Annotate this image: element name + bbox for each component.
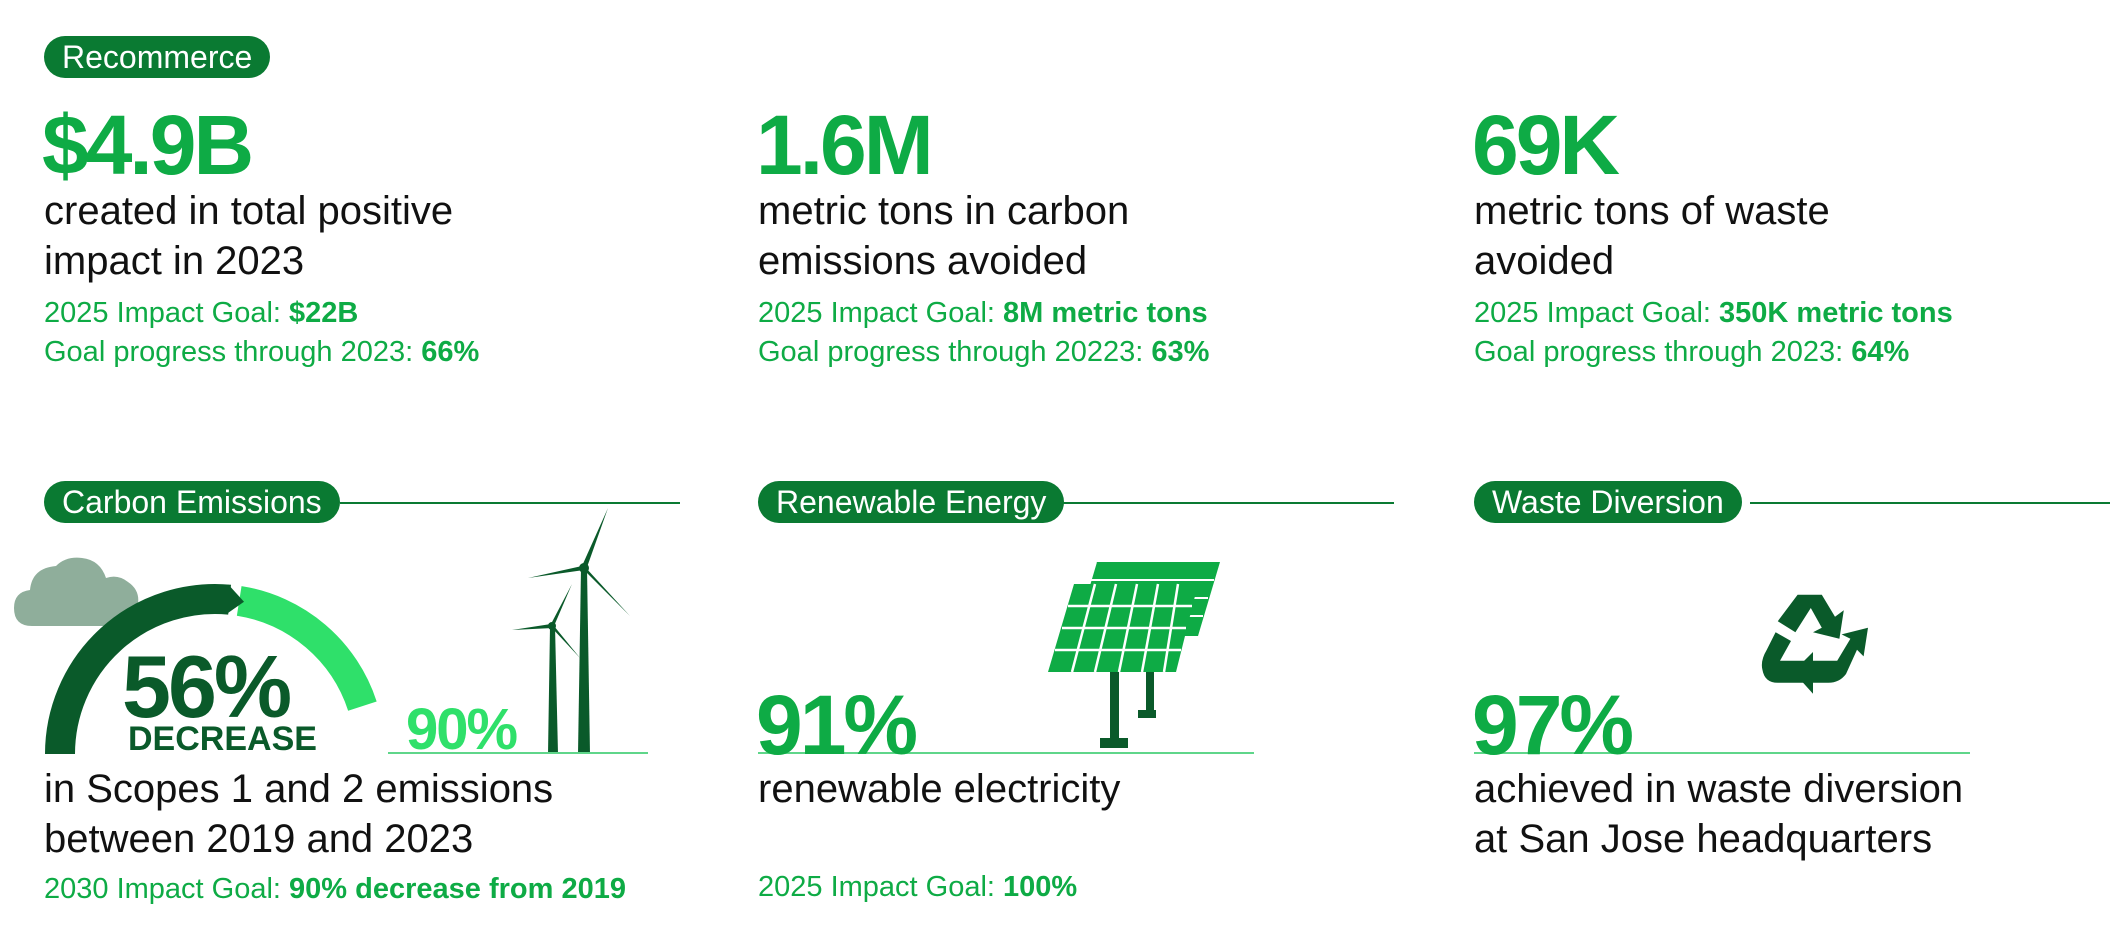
stat-value: 1.6M <box>756 98 934 192</box>
recommerce-pill: Recommerce <box>44 36 271 78</box>
waste-baseline <box>1474 752 1970 754</box>
goal-label: 2025 Impact Goal: <box>44 297 290 329</box>
renewable-goal: 2025 Impact Goal: 100% <box>758 868 1077 907</box>
gauge-value: 56% <box>122 637 292 736</box>
progress-label: Goal progress through 20223: <box>758 336 1152 368</box>
waste-desc-line2: at San Jose headquarters <box>1474 817 1933 861</box>
section-rule <box>1750 502 2110 504</box>
goal-value: 8M metric tons <box>1003 297 1208 329</box>
stat-progress: Goal progress through 20223: 63% <box>758 333 1209 372</box>
goal-value: 90% decrease from 2019 <box>289 873 626 905</box>
stat-progress: Goal progress through 2023: 66% <box>44 333 479 372</box>
goal-label: 2030 Impact Goal: <box>44 873 290 905</box>
gauge-current-tip <box>226 584 244 615</box>
gauge-target-arc <box>236 586 377 712</box>
target-value: 90% <box>406 697 518 762</box>
gauge-current-arc <box>45 584 232 755</box>
stat-goal: 2025 Impact Goal: 8M metric tons <box>758 294 1208 333</box>
carbon-baseline <box>388 752 648 754</box>
progress-value: 66% <box>421 336 480 368</box>
carbon-desc-line2: between 2019 and 2023 <box>44 817 474 861</box>
progress-value: 63% <box>1151 336 1210 368</box>
stat-desc-line2: avoided <box>1474 239 1615 283</box>
goal-label: 2025 Impact Goal: <box>758 871 1004 903</box>
stat-value: $4.9B <box>42 98 254 192</box>
progress-label: Goal progress through 2023: <box>44 336 422 368</box>
waste-desc-line1: achieved in waste diversion <box>1474 767 1964 811</box>
carbon-emissions-pill: Carbon Emissions <box>44 481 340 523</box>
stat-value: 69K <box>1472 98 1620 192</box>
solar-panel-icon <box>1048 561 1220 748</box>
renewable-energy-pill: Renewable Energy <box>758 481 1065 523</box>
recycle-icon <box>1761 594 1868 694</box>
waste-value: 97% <box>1472 678 1634 772</box>
stat-desc-line2: impact in 2023 <box>44 239 305 283</box>
stat-desc-line1: metric tons in carbon <box>758 189 1130 233</box>
section-rule <box>1060 502 1394 504</box>
goal-value: 350K metric tons <box>1719 297 1953 329</box>
goal-label: 2025 Impact Goal: <box>1474 297 1720 329</box>
carbon-desc-line1: in Scopes 1 and 2 emissions <box>44 767 554 811</box>
goal-value: $22B <box>289 297 359 329</box>
renewable-baseline <box>758 752 1254 754</box>
stat-desc-line2: emissions avoided <box>758 239 1088 283</box>
stat-desc-line1: metric tons of waste <box>1474 189 1830 233</box>
stat-desc-line1: created in total positive <box>44 189 454 233</box>
carbon-gauge <box>45 584 377 755</box>
cloud-icon <box>14 557 143 626</box>
renewable-desc: renewable electricity <box>758 767 1121 811</box>
goal-label: 2025 Impact Goal: <box>758 297 1004 329</box>
progress-label: Goal progress through 2023: <box>1474 336 1852 368</box>
carbon-goal: 2030 Impact Goal: 90% decrease from 2019 <box>44 870 626 909</box>
stat-goal: 2025 Impact Goal: $22B <box>44 294 358 333</box>
waste-diversion-pill: Waste Diversion <box>1474 481 1742 523</box>
renewable-value: 91% <box>756 678 918 772</box>
progress-value: 64% <box>1851 336 1910 368</box>
gauge-word: DECREASE <box>128 720 317 758</box>
section-rule <box>340 502 680 504</box>
stat-goal: 2025 Impact Goal: 350K metric tons <box>1474 294 1953 333</box>
stat-progress: Goal progress through 2023: 64% <box>1474 333 1909 372</box>
goal-value: 100% <box>1003 871 1078 903</box>
wind-turbine-icon <box>512 508 630 754</box>
